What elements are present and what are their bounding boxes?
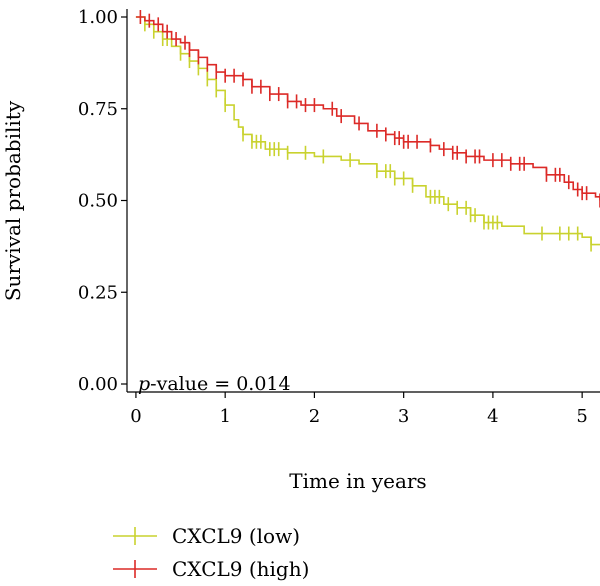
y-tick-label: 0.00 bbox=[78, 374, 118, 395]
x-tick-label: 0 bbox=[130, 406, 141, 427]
x-tick-label: 3 bbox=[398, 406, 409, 427]
y-tick-label: 0.75 bbox=[78, 99, 118, 120]
survival-curve bbox=[135, 16, 600, 201]
series-1 bbox=[135, 10, 600, 208]
series-0 bbox=[135, 16, 600, 252]
y-axis-title: Survival probability bbox=[1, 100, 25, 301]
plot-area: 0.00 0.25 0.50 0.75 1.00 0 1 2 3 4 5 bbox=[78, 7, 600, 427]
curves bbox=[135, 10, 600, 252]
x-tick-label: 1 bbox=[219, 406, 230, 427]
legend-item: CXCL9 (low) bbox=[113, 524, 300, 548]
legend-item: CXCL9 (high) bbox=[113, 557, 309, 581]
x-axis-title: Time in years bbox=[289, 469, 426, 493]
y-tick-label: 1.00 bbox=[78, 7, 118, 28]
p-value-prefix: p bbox=[138, 373, 150, 395]
legend: CXCL9 (low) CXCL9 (high) bbox=[113, 524, 309, 581]
y-tick-label: 0.50 bbox=[78, 191, 118, 212]
legend-label: CXCL9 (low) bbox=[172, 524, 300, 548]
y-tick-label: 0.25 bbox=[78, 282, 118, 303]
p-value-text: -value = 0.014 bbox=[150, 373, 290, 395]
x-tick-label: 5 bbox=[576, 406, 587, 427]
x-tick-label: 4 bbox=[487, 406, 498, 427]
p-value-annotation: p-value = 0.014 bbox=[138, 373, 291, 395]
x-tick-label: 2 bbox=[309, 406, 320, 427]
legend-label: CXCL9 (high) bbox=[172, 557, 309, 581]
